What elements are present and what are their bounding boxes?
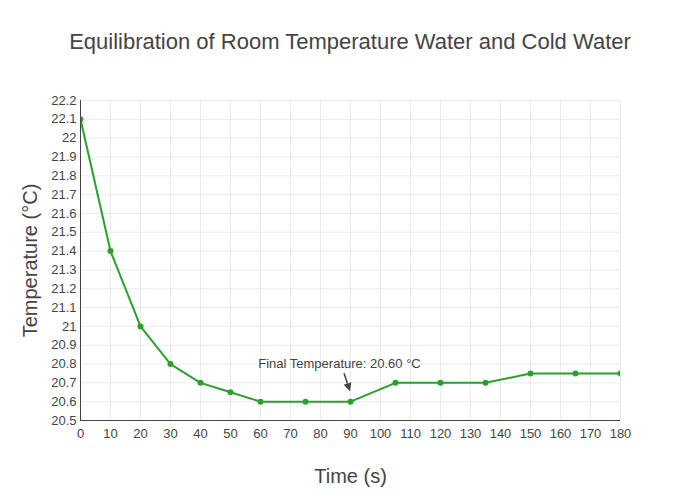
svg-text:20.5: 20.5 (51, 413, 76, 428)
svg-text:180: 180 (610, 426, 632, 441)
svg-text:30: 30 (163, 426, 177, 441)
svg-text:21.6: 21.6 (51, 206, 76, 221)
svg-text:21.1: 21.1 (51, 300, 76, 315)
svg-text:21.7: 21.7 (51, 187, 76, 202)
svg-text:21.5: 21.5 (51, 224, 76, 239)
svg-text:20: 20 (133, 426, 147, 441)
svg-text:60: 60 (253, 426, 267, 441)
svg-text:Final Temperature: 20.60 °C: Final Temperature: 20.60 °C (258, 356, 421, 371)
svg-text:150: 150 (520, 426, 542, 441)
svg-text:21.3: 21.3 (51, 262, 76, 277)
svg-text:21.4: 21.4 (51, 243, 76, 258)
svg-text:50: 50 (223, 426, 237, 441)
svg-text:21.2: 21.2 (51, 281, 76, 296)
svg-text:170: 170 (580, 426, 602, 441)
svg-text:21.8: 21.8 (51, 168, 76, 183)
svg-text:120: 120 (430, 426, 452, 441)
svg-text:40: 40 (193, 426, 207, 441)
svg-text:Time (s): Time (s) (314, 465, 387, 487)
svg-text:80: 80 (313, 426, 327, 441)
svg-text:20.6: 20.6 (51, 394, 76, 409)
svg-text:0: 0 (77, 426, 84, 441)
svg-text:10: 10 (103, 426, 117, 441)
svg-text:70: 70 (283, 426, 297, 441)
svg-text:100: 100 (370, 426, 392, 441)
svg-text:Temperature (°C): Temperature (°C) (19, 184, 41, 338)
svg-text:21: 21 (62, 319, 76, 334)
svg-text:90: 90 (343, 426, 357, 441)
svg-text:21.9: 21.9 (51, 149, 76, 164)
html-text:Equilibration of Room Temperat: Equilibration of Room Temperature Water … (69, 29, 631, 54)
svg-text:22.2: 22.2 (51, 93, 76, 108)
svg-text:140: 140 (490, 426, 512, 441)
svg-text:110: 110 (400, 426, 421, 441)
svg-text:22.1: 22.1 (51, 111, 76, 126)
svg-text:22: 22 (62, 130, 76, 145)
svg-text:160: 160 (550, 426, 572, 441)
svg-text:20.8: 20.8 (51, 356, 76, 371)
svg-text:20.7: 20.7 (51, 375, 76, 390)
svg-text:130: 130 (460, 426, 482, 441)
svg-text:20.9: 20.9 (51, 337, 76, 352)
